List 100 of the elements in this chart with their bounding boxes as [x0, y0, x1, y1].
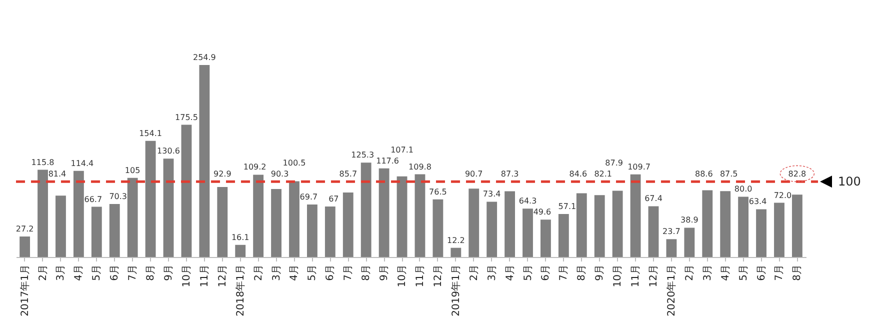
bar: [738, 196, 749, 257]
data-label: 107.1: [390, 145, 414, 154]
x-tick-label: 9月: [164, 264, 175, 281]
data-label: 109.2: [243, 162, 266, 172]
data-label: 105: [124, 166, 140, 175]
bar: [792, 194, 802, 257]
bar: [432, 199, 444, 257]
x-tick-label: 6月: [756, 264, 768, 281]
bar: [217, 187, 228, 257]
x-tick-label: 4月: [289, 264, 300, 281]
data-label: 125.3: [351, 150, 374, 160]
bar: [522, 208, 533, 257]
data-label: 63.4: [748, 197, 767, 206]
bar: [612, 190, 623, 257]
x-tick-label: 3月: [702, 264, 714, 281]
x-tick-label: 10月: [181, 264, 192, 288]
data-label: 154.1: [139, 128, 162, 138]
x-tick-label: 2月: [468, 264, 480, 281]
x-tick-label: 4月: [74, 264, 85, 281]
bar: [648, 206, 659, 257]
data-label: 114.4: [70, 158, 94, 168]
bar: [720, 191, 731, 257]
x-tick-label: 5月: [522, 264, 534, 281]
data-label: 66.7: [84, 194, 102, 204]
bar: [504, 191, 516, 257]
data-label: 90.3: [270, 170, 289, 179]
data-label: 73.4: [482, 190, 501, 199]
x-tick-label: 3月: [271, 264, 282, 281]
bar: [702, 190, 713, 257]
bar: [630, 174, 641, 257]
bar: [289, 181, 300, 257]
data-label: 27.2: [16, 224, 34, 234]
data-label: 175.5: [175, 112, 198, 122]
bar: [414, 174, 426, 257]
data-label: 38.9: [680, 216, 698, 225]
data-label: 130.6: [157, 146, 180, 156]
data-label: 69.7: [300, 192, 318, 202]
bar: [468, 188, 480, 257]
x-tick-label: 11月: [630, 264, 642, 288]
data-label: 100.5: [282, 158, 306, 168]
bar: [666, 239, 677, 257]
bar: [306, 204, 318, 257]
data-label: 82.8: [788, 170, 806, 179]
x-tick-label: 6月: [325, 264, 336, 281]
data-label: 115.8: [31, 158, 54, 167]
bar: [91, 206, 102, 257]
bar: [342, 192, 354, 257]
bar: [20, 236, 30, 257]
data-label: 67: [328, 194, 339, 204]
x-tick-label: 4月: [504, 264, 516, 281]
bar: [163, 158, 174, 257]
x-tick-label: 12月: [648, 264, 660, 288]
bar: [576, 193, 587, 257]
bar: [396, 176, 408, 257]
x-tick-label: 8月: [792, 264, 804, 281]
bar: [378, 168, 390, 257]
data-label: 49.6: [533, 208, 552, 217]
x-tick-label: 4月: [720, 264, 732, 281]
bar: [109, 204, 120, 257]
x-tick-label: 7月: [558, 264, 570, 281]
bar: [324, 206, 336, 257]
bar: [56, 196, 66, 257]
bar: [594, 195, 605, 257]
data-label: 109.7: [628, 162, 650, 172]
bar: [486, 202, 498, 257]
data-label: 80.0: [734, 184, 752, 194]
x-tick-label: 7月: [774, 264, 786, 281]
data-label: 84.6: [569, 170, 588, 179]
data-label: 109.8: [408, 162, 432, 172]
x-tick-label: 7月: [128, 264, 139, 281]
data-label: 88.6: [694, 170, 713, 179]
data-label: 16.1: [231, 232, 250, 242]
data-label: 57.1: [558, 202, 576, 211]
x-tick-label: 6月: [540, 264, 552, 281]
x-tick-label: 2019年1月: [450, 264, 462, 316]
bar: [774, 202, 784, 257]
data-label: 87.9: [605, 158, 623, 168]
x-tick-label: 5月: [738, 264, 750, 281]
x-tick-label: 10月: [612, 264, 624, 288]
x-tick-label: 9月: [379, 264, 390, 281]
x-tick-label: 8月: [576, 264, 588, 281]
data-label: 23.7: [662, 227, 680, 236]
x-tick-label: 3月: [56, 264, 67, 281]
data-label: 81.4: [48, 170, 66, 179]
bar: [253, 174, 264, 257]
x-tick-label: 8月: [361, 264, 372, 281]
data-label: 87.3: [500, 170, 519, 179]
data-label: 90.7: [464, 170, 483, 179]
bar: [756, 209, 766, 257]
x-tick-label: 12月: [217, 264, 228, 288]
x-tick-label: 2月: [684, 264, 696, 281]
data-label: 82.1: [594, 170, 612, 179]
data-label: 70.3: [109, 192, 128, 202]
bar: [235, 244, 246, 257]
x-tick-label: 2月: [253, 264, 264, 281]
x-tick-label: 2017年1月: [18, 264, 31, 316]
data-label: 67.4: [644, 194, 662, 204]
x-tick-label: 8月: [146, 264, 157, 281]
bar: [199, 65, 210, 257]
x-tick-label: 5月: [307, 264, 318, 281]
